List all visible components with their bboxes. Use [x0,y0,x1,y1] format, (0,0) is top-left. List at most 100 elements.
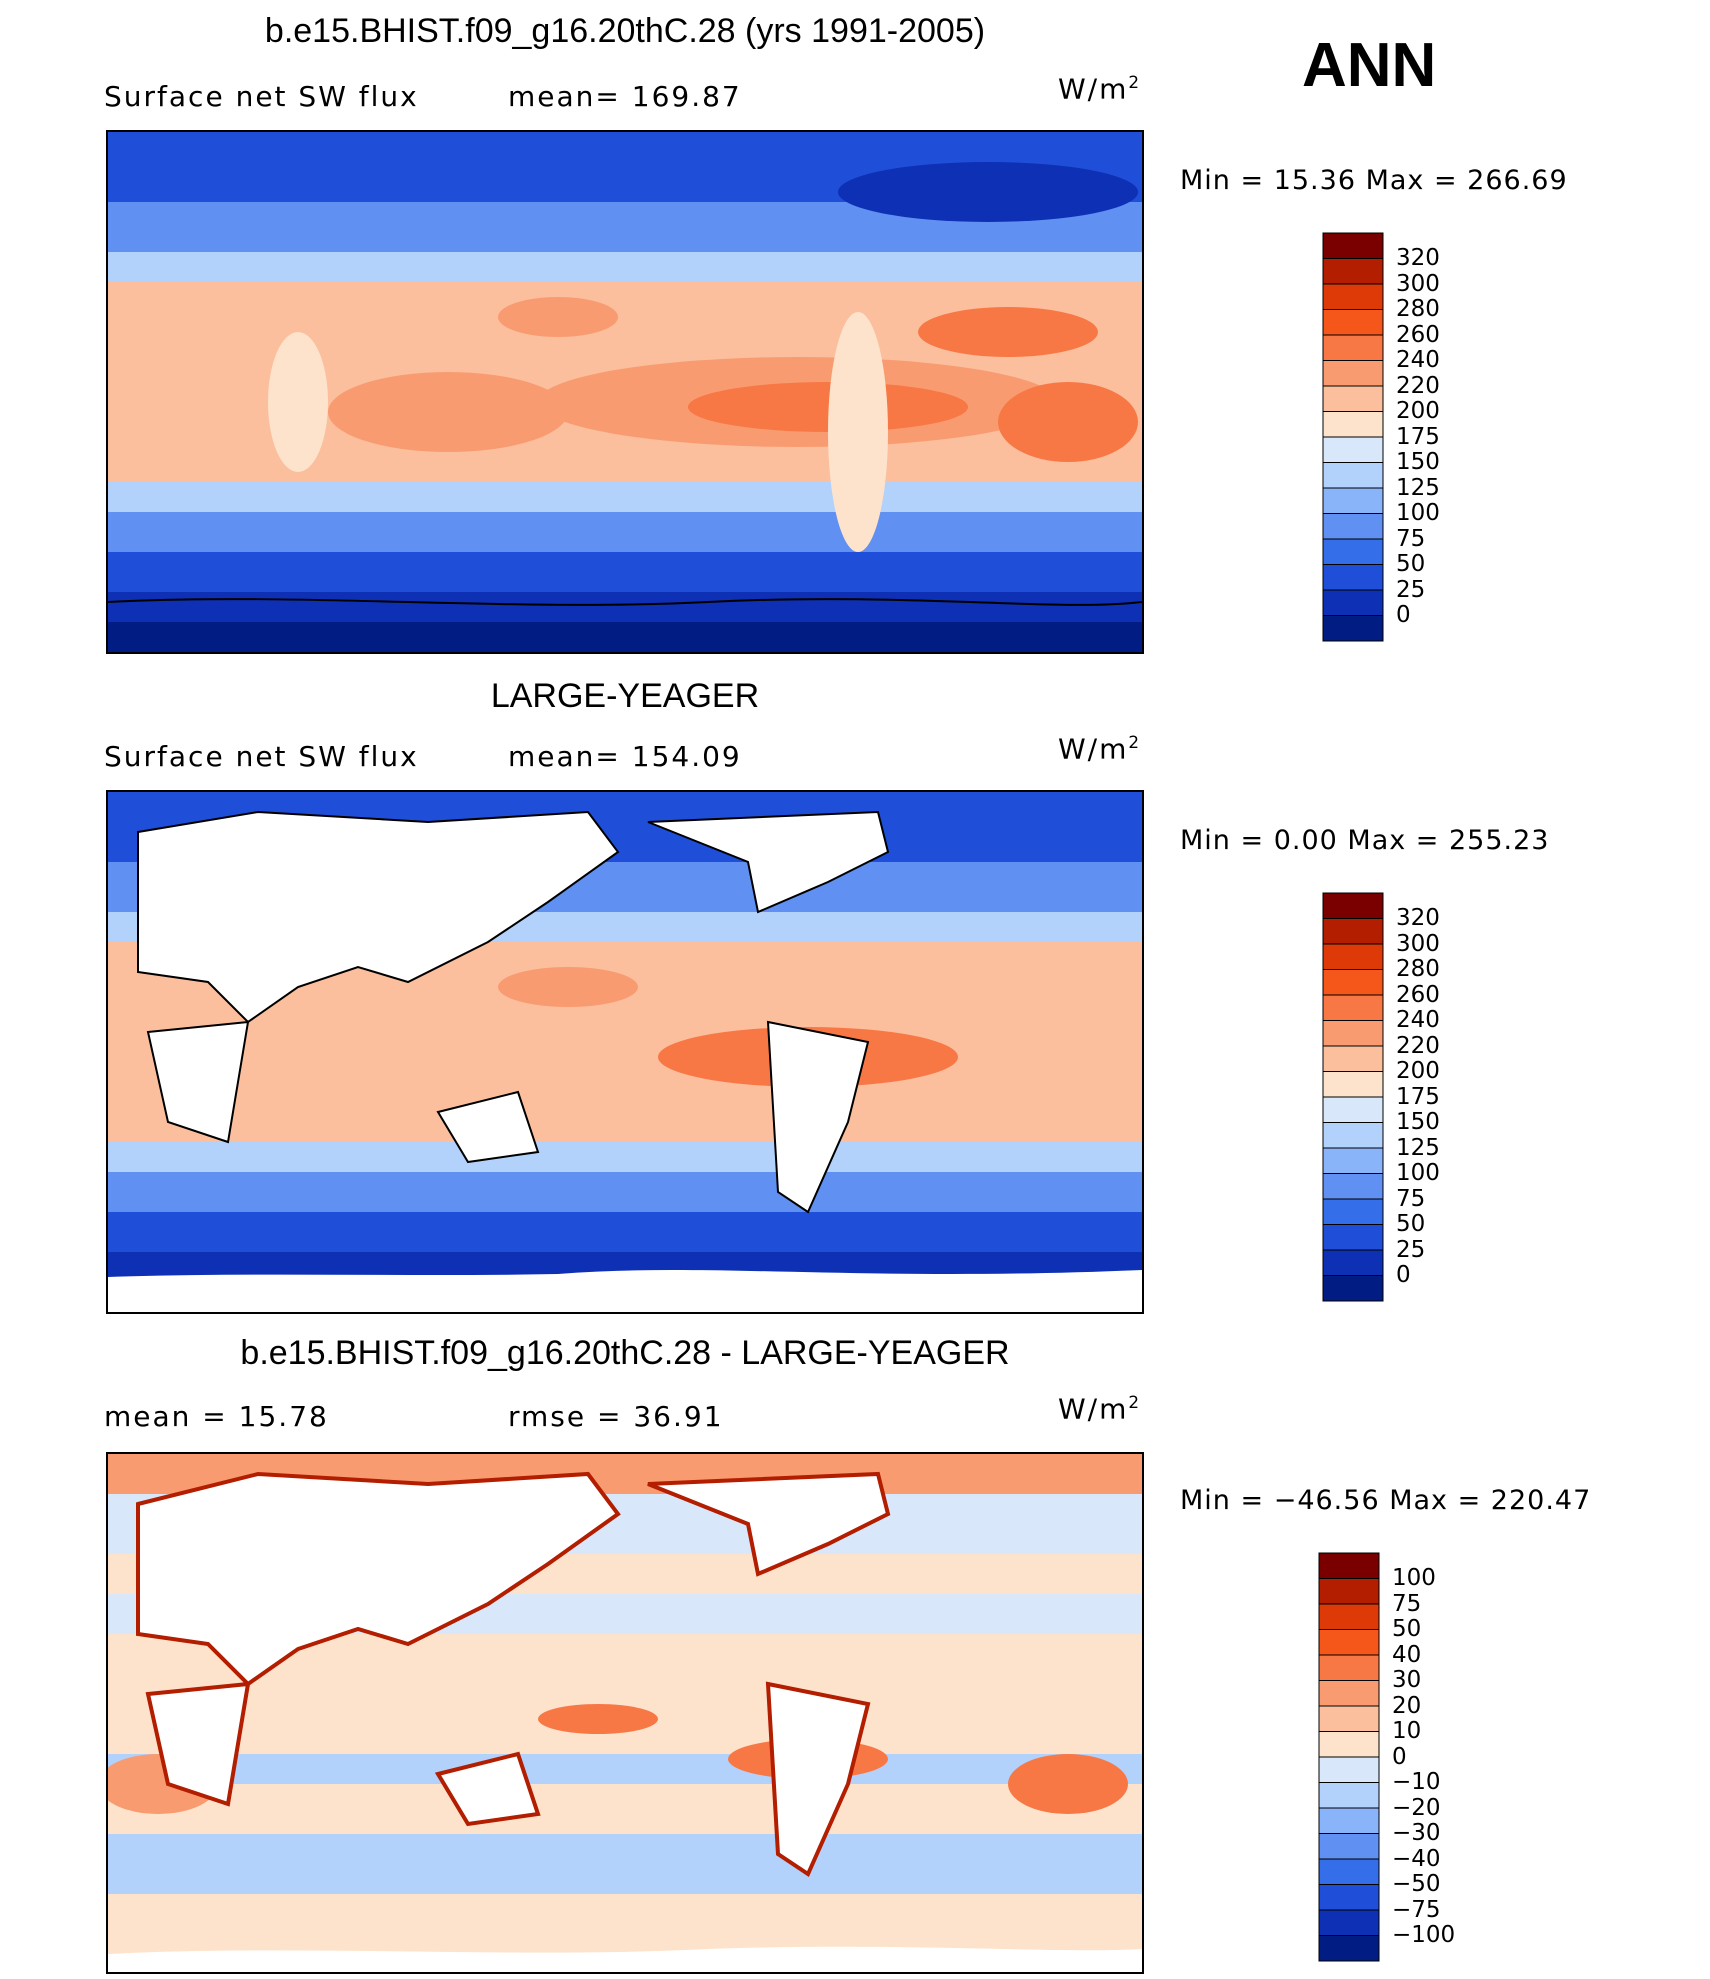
colorbar-swatch [1322,918,1384,945]
panel3-map [106,1452,1144,1974]
colorbar-level-label: 200 [1396,1058,1440,1084]
colorbar-level-label: 260 [1396,981,1440,1008]
colorbar-level-label: 50 [1396,551,1426,577]
colorbar-swatch [1322,462,1384,489]
colorbar-swatch [1322,1173,1384,1200]
colorbar-swatch [1318,1858,1380,1885]
panel1-map [106,130,1144,654]
colorbar-swatch [1318,1629,1380,1656]
panel1-units: W/m2 [1058,72,1142,106]
colorbar-level-label: 100 [1396,500,1440,526]
colorbar-level-label: 40 [1392,1641,1422,1668]
colorbar-swatch [1318,1909,1380,1936]
colorbar-level-label: −40 [1392,1845,1441,1872]
colorbar-level-label: 175 [1396,423,1440,450]
colorbar-level-label: 100 [1396,1160,1440,1186]
colorbar-swatch [1322,615,1384,642]
colorbar-level-label: 30 [1392,1667,1422,1693]
colorbar-level-label: −75 [1392,1896,1441,1923]
colorbar-swatch [1322,1045,1384,1072]
panel3-field [108,1454,1142,1972]
colorbar-swatch [1322,436,1384,463]
colorbar-swatch [1322,360,1384,387]
panel2-mean-label: mean= 154.09 [508,740,742,773]
colorbar-level-label: −10 [1392,1769,1441,1795]
colorbar-level-label: −50 [1392,1871,1441,1897]
colorbar-swatch [1322,232,1384,259]
colorbar-level-label: 240 [1396,347,1440,373]
colorbar-swatch [1322,1122,1384,1149]
colorbar-swatch [1322,411,1384,438]
panel1-title: b.e15.BHIST.f09_g16.20thC.28 (yrs 1991-2… [264,12,986,50]
colorbar-level-label: 125 [1396,474,1440,501]
colorbar-level-label: 75 [1392,1590,1422,1617]
colorbar-swatch [1322,334,1384,361]
panel3-minmax: Min = −46.56 Max = 220.47 [1180,1485,1592,1516]
colorbar-level-label: 320 [1396,245,1440,271]
colorbar-level-label: 75 [1396,1185,1426,1212]
colorbar-level-label: 280 [1396,956,1440,982]
colorbar-swatch [1322,1275,1384,1302]
colorbar-swatches [1322,232,1384,642]
colorbar-swatch [1318,1603,1380,1630]
colorbar-level-label: 20 [1392,1692,1422,1719]
panel2-title: LARGE-YEAGER [490,677,760,715]
colorbar-swatch [1322,892,1384,919]
colorbar-level-label: 175 [1396,1083,1440,1110]
panel3-rmse-label: rmse = 36.91 [508,1400,724,1433]
colorbar-swatch [1318,1578,1380,1605]
colorbar-level-label: 0 [1396,602,1411,628]
colorbar-swatch [1318,1731,1380,1758]
panel3-title: b.e15.BHIST.f09_g16.20thC.28 - LARGE-YEA… [240,1334,1010,1372]
colorbar-swatches [1322,892,1384,1302]
colorbar-swatch [1322,385,1384,412]
panel1-variable-label: Surface net SW flux [104,80,419,113]
colorbar-swatch [1318,1552,1380,1579]
colorbar-swatch [1318,1807,1380,1834]
colorbar-swatch [1318,1833,1380,1860]
colorbar-swatch [1322,969,1384,996]
colorbar-level-label: −30 [1392,1820,1441,1846]
colorbar-level-label: 220 [1396,372,1440,399]
colorbar-level-label: 25 [1396,576,1426,603]
colorbar-level-label: 75 [1396,525,1426,552]
colorbar-level-label: 10 [1392,1718,1422,1744]
colorbar-swatch [1322,1147,1384,1174]
colorbar-swatch [1322,309,1384,336]
colorbar-swatch [1322,1249,1384,1276]
colorbar-level-label: 150 [1396,449,1440,475]
colorbar-level-label: −20 [1392,1794,1441,1821]
colorbar-swatch [1322,283,1384,310]
colorbar-swatch [1322,258,1384,285]
colorbar-level-label: 25 [1396,1236,1426,1263]
colorbar-swatch [1322,564,1384,591]
colorbar-level-label: −100 [1392,1922,1456,1948]
colorbar-swatch [1318,1884,1380,1911]
colorbar-swatch [1322,943,1384,970]
panel1-mean-label: mean= 169.87 [508,80,742,113]
colorbar-level-label: 200 [1396,398,1440,424]
colorbar-swatch [1318,1782,1380,1809]
colorbar-level-label: 300 [1396,270,1440,297]
season-label: ANN [1302,31,1437,100]
panel2-units: W/m2 [1058,732,1142,766]
colorbar-swatches [1318,1552,1380,1962]
colorbar-level-label: 240 [1396,1007,1440,1033]
panel1-field [108,132,1142,652]
colorbar-level-label: 300 [1396,930,1440,957]
colorbar-swatch [1322,487,1384,514]
panel2-map [106,790,1144,1314]
colorbar-swatch [1318,1654,1380,1681]
colorbar-level-label: 220 [1396,1032,1440,1059]
colorbar-swatch [1322,1096,1384,1123]
colorbar-swatch [1322,538,1384,565]
colorbar-level-label: 50 [1396,1211,1426,1237]
colorbar-swatch [1322,589,1384,616]
colorbar-level-label: 150 [1396,1109,1440,1135]
colorbar-swatch [1322,1224,1384,1251]
colorbar-swatch [1322,1020,1384,1047]
colorbar-swatch [1322,1071,1384,1098]
panel2-field [108,792,1142,1312]
colorbar-level-label: 50 [1392,1616,1422,1642]
panel3-units: W/m2 [1058,1392,1142,1426]
